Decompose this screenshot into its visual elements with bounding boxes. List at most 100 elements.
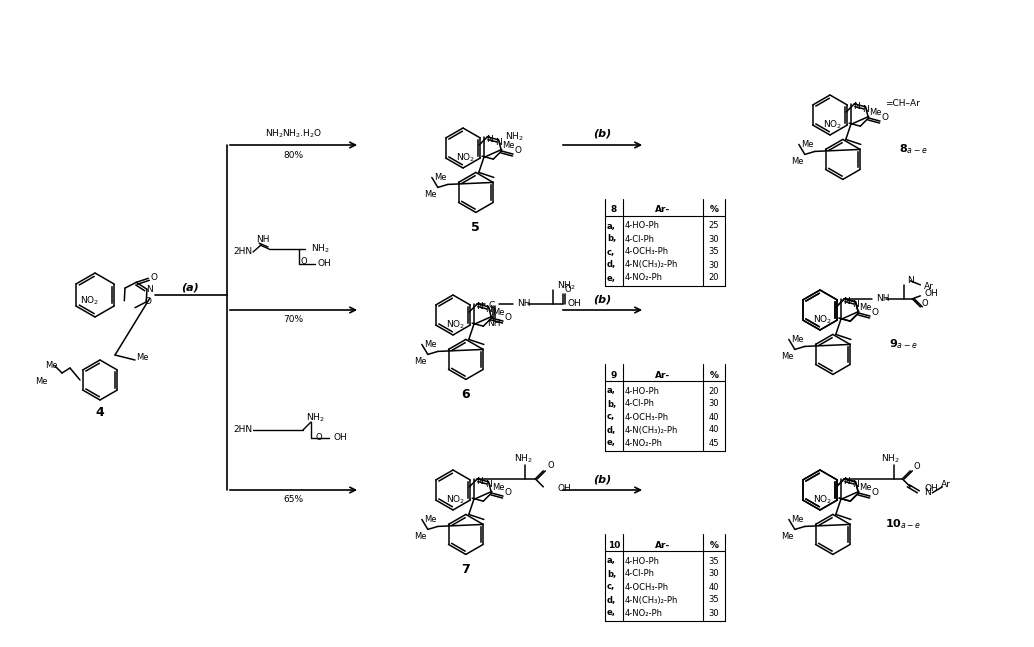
Text: 70%: 70% [283,316,303,325]
Text: Me: Me [425,190,437,199]
Text: 4-N(CH₃)₂-Ph: 4-N(CH₃)₂-Ph [625,426,678,435]
Text: Ar-: Ar- [656,540,671,549]
Text: 4-NO₂-Ph: 4-NO₂-Ph [625,608,663,617]
Text: Me: Me [859,483,872,492]
Text: 30: 30 [708,261,720,270]
Text: b,: b, [607,399,616,408]
Text: Me: Me [782,532,794,541]
Text: OH: OH [557,485,571,494]
Text: OH: OH [924,289,938,298]
Text: 35: 35 [708,248,720,256]
Text: OH: OH [333,433,346,443]
Text: NH$_2$NH$_2$.H$_2$O: NH$_2$NH$_2$.H$_2$O [265,127,322,140]
Text: b,: b, [607,234,616,243]
Text: 10: 10 [608,540,620,549]
Text: N: N [853,102,859,111]
Text: O: O [564,285,571,294]
Text: %: % [709,540,719,549]
Text: 4-N(CH₃)₂-Ph: 4-N(CH₃)₂-Ph [625,595,678,604]
Text: Me: Me [434,173,447,182]
Text: 30: 30 [708,608,720,617]
Text: 6: 6 [461,388,470,401]
Text: N: N [495,138,501,148]
Text: NO$_2$: NO$_2$ [456,152,476,164]
Text: 9$_{a-e}$: 9$_{a-e}$ [888,338,917,351]
Text: Me: Me [859,303,872,312]
Text: C: C [488,302,494,311]
Text: Me: Me [35,377,48,386]
Text: N: N [476,477,483,487]
Text: NO$_2$: NO$_2$ [823,119,843,131]
Text: O: O [913,463,919,472]
Text: 2HN: 2HN [233,248,252,256]
Text: 4-NO₂-Ph: 4-NO₂-Ph [625,439,663,448]
Text: NO$_2$: NO$_2$ [447,494,465,506]
Text: c,: c, [607,413,615,421]
Text: Me: Me [492,483,505,492]
Text: N: N [862,105,869,115]
Text: 8: 8 [611,206,617,215]
Text: 40: 40 [708,426,720,435]
Text: 45: 45 [708,439,720,448]
Text: 4-OCH₃-Ph: 4-OCH₃-Ph [625,413,669,421]
Text: O: O [316,433,323,443]
Text: O: O [145,298,152,307]
Text: 65%: 65% [283,496,303,505]
Text: Me: Me [503,141,515,150]
Text: d,: d, [607,595,616,604]
Text: d,: d, [607,426,616,435]
Text: 4-Cl-Ph: 4-Cl-Ph [625,399,655,408]
Text: Me: Me [782,352,794,361]
Text: NH$_2$: NH$_2$ [506,131,524,143]
Text: 40: 40 [708,582,720,591]
Text: NO$_2$: NO$_2$ [814,314,832,326]
Text: N: N [852,300,859,309]
Text: 4-N(CH₃)₂-Ph: 4-N(CH₃)₂-Ph [625,261,678,270]
Text: OH: OH [568,300,581,309]
Text: N: N [843,477,850,487]
Text: NH: NH [877,294,890,303]
Text: 30: 30 [708,399,720,408]
Text: b,: b, [607,569,616,578]
Text: NO$_2$: NO$_2$ [814,494,832,506]
Text: Me: Me [425,515,437,524]
Text: 4-Cl-Ph: 4-Cl-Ph [625,234,655,243]
Text: 10$_{a-e}$: 10$_{a-e}$ [885,518,921,531]
Text: Me: Me [135,353,148,362]
Text: c,: c, [607,248,615,256]
Text: NH$_2$: NH$_2$ [306,411,325,424]
Text: 5: 5 [472,221,480,234]
Text: 8$_{a-e}$: 8$_{a-e}$ [899,142,927,157]
Text: c,: c, [607,582,615,591]
Text: Me: Me [492,308,505,317]
Text: 20: 20 [708,274,720,283]
Text: %: % [709,371,719,380]
Text: NO$_2$: NO$_2$ [447,319,465,331]
Text: NH: NH [256,236,270,245]
Text: 7: 7 [461,563,470,576]
Text: NH$_2$: NH$_2$ [514,453,533,465]
Text: 4-OCH₃-Ph: 4-OCH₃-Ph [625,582,669,591]
Text: 40: 40 [708,413,720,421]
Text: (a): (a) [181,282,199,292]
Text: N: N [147,285,153,294]
Text: d,: d, [607,261,616,270]
Text: Me: Me [425,340,437,349]
Text: 20: 20 [708,386,720,395]
Text: Me: Me [792,335,804,344]
Text: a,: a, [607,556,616,565]
Text: 9: 9 [611,371,617,380]
Text: N: N [907,276,914,285]
Text: N: N [485,305,492,314]
Text: 35: 35 [708,556,720,565]
Text: 25: 25 [708,221,720,230]
Text: O: O [872,488,879,497]
Text: e,: e, [607,274,616,283]
Text: 4-OCH₃-Ph: 4-OCH₃-Ph [625,248,669,256]
Text: e,: e, [607,608,616,617]
Text: O: O [872,307,879,316]
Text: NH: NH [488,320,501,328]
Text: N: N [924,488,931,498]
Text: N: N [843,298,850,306]
Text: NO$_2$: NO$_2$ [81,294,99,307]
